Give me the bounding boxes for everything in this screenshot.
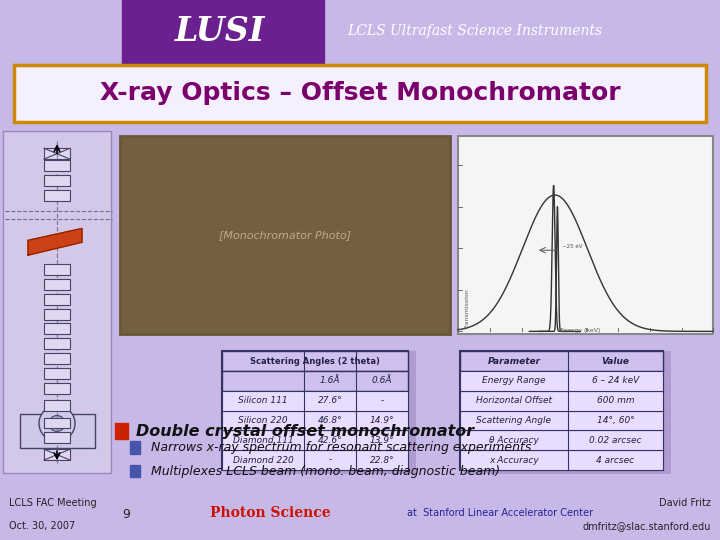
Text: LCLS FAC Meeting: LCLS FAC Meeting	[9, 498, 96, 508]
Bar	[222, 371, 408, 391]
Text: Horizontal Offset: Horizontal Offset	[476, 396, 552, 405]
Bar	[458, 137, 713, 334]
Bar	[222, 351, 408, 371]
Text: X-ray Optics – Offset Monochromator: X-ray Optics – Offset Monochromator	[99, 81, 621, 105]
Bar	[44, 294, 70, 305]
Circle shape	[39, 406, 75, 441]
Bar	[44, 148, 70, 159]
Bar	[44, 433, 70, 443]
Text: 0.02 arcsec: 0.02 arcsec	[589, 436, 642, 445]
Bar	[222, 410, 408, 430]
Text: Scattering Angles (2 theta): Scattering Angles (2 theta)	[250, 356, 380, 366]
Circle shape	[49, 416, 65, 431]
Bar	[44, 190, 70, 201]
Bar	[226, 351, 416, 474]
Bar	[122, 0, 324, 65]
Text: at  Stanford Linear Accelerator Center: at Stanford Linear Accelerator Center	[407, 508, 593, 518]
Text: David Fritz: David Fritz	[660, 498, 711, 508]
Text: Silicon 220: Silicon 220	[238, 416, 288, 425]
Bar	[460, 351, 663, 470]
Bar	[44, 338, 70, 349]
Bar	[44, 309, 70, 320]
Bar	[460, 371, 663, 391]
Polygon shape	[28, 228, 82, 255]
Bar	[44, 417, 70, 428]
Text: Double crystal offset monochromator: Double crystal offset monochromator	[136, 424, 474, 440]
Bar	[44, 400, 70, 410]
Text: Multiplexes LCLS beam (mono. beam, diagnostic beam): Multiplexes LCLS beam (mono. beam, diagn…	[151, 465, 500, 478]
Text: Narrows x-ray spectrum for resonant scattering experiments: Narrows x-ray spectrum for resonant scat…	[151, 441, 531, 454]
Bar	[44, 279, 70, 290]
Text: Photon Science: Photon Science	[210, 507, 330, 521]
Bar	[460, 391, 663, 410]
Bar	[44, 383, 70, 394]
Bar	[44, 449, 70, 460]
Text: LUSI: LUSI	[174, 15, 265, 48]
Bar	[3, 131, 111, 473]
Bar	[222, 450, 408, 470]
Bar	[222, 430, 408, 450]
Text: Diamond 220: Diamond 220	[233, 456, 293, 464]
Text: 46.8°: 46.8°	[318, 416, 342, 425]
Text: Value: Value	[601, 356, 629, 366]
Text: Scattering Angle: Scattering Angle	[477, 416, 552, 425]
Text: θ Accuracy: θ Accuracy	[489, 436, 539, 445]
Text: [Monochromator Photo]: [Monochromator Photo]	[219, 231, 351, 240]
Text: 42.6°: 42.6°	[318, 436, 342, 445]
Text: 600 mm: 600 mm	[597, 396, 634, 405]
Bar	[120, 137, 450, 334]
Bar	[20, 414, 95, 448]
Text: 13.9°: 13.9°	[369, 436, 395, 445]
Text: LCLS Ultrafast Science Instruments: LCLS Ultrafast Science Instruments	[348, 24, 603, 38]
Bar	[44, 323, 70, 334]
FancyBboxPatch shape	[14, 65, 706, 122]
Text: 27.6°: 27.6°	[318, 396, 342, 405]
Bar	[114, 423, 128, 439]
Bar	[464, 351, 671, 474]
Bar	[130, 441, 140, 454]
Text: Transmission: Transmission	[465, 289, 470, 329]
Bar	[222, 351, 408, 470]
Text: 14°, 60°: 14°, 60°	[597, 416, 634, 425]
Text: ~25 eV: ~25 eV	[562, 244, 582, 249]
Bar	[44, 175, 70, 186]
Text: x Accuracy: x Accuracy	[489, 456, 539, 464]
Text: Diamond 111: Diamond 111	[233, 436, 293, 445]
Text: Parameter: Parameter	[487, 356, 541, 366]
Text: 6 – 24 keV: 6 – 24 keV	[592, 376, 639, 386]
Text: 14.9°: 14.9°	[369, 416, 395, 425]
Bar	[460, 410, 663, 430]
Bar	[460, 351, 663, 371]
Bar	[120, 137, 450, 334]
Bar	[460, 450, 663, 470]
Bar	[44, 353, 70, 364]
Bar	[44, 160, 70, 171]
Bar	[222, 391, 408, 410]
Text: 9: 9	[122, 508, 130, 521]
Text: 22.8°: 22.8°	[369, 456, 395, 464]
Text: 0.6Å: 0.6Å	[372, 376, 392, 386]
Text: -: -	[380, 396, 384, 405]
Text: dmfritz@slac.stanford.edu: dmfritz@slac.stanford.edu	[583, 521, 711, 531]
Bar	[44, 264, 70, 275]
Text: Energy Range: Energy Range	[482, 376, 546, 386]
Text: Energy (keV): Energy (keV)	[560, 328, 600, 333]
Bar	[44, 368, 70, 379]
Text: -: -	[328, 456, 332, 464]
Text: 1.6Å: 1.6Å	[320, 376, 341, 386]
Bar	[130, 464, 140, 477]
Bar	[460, 430, 663, 450]
Text: Oct. 30, 2007: Oct. 30, 2007	[9, 521, 75, 531]
Text: 4 arcsec: 4 arcsec	[596, 456, 634, 464]
Text: Silicon 111: Silicon 111	[238, 396, 288, 405]
